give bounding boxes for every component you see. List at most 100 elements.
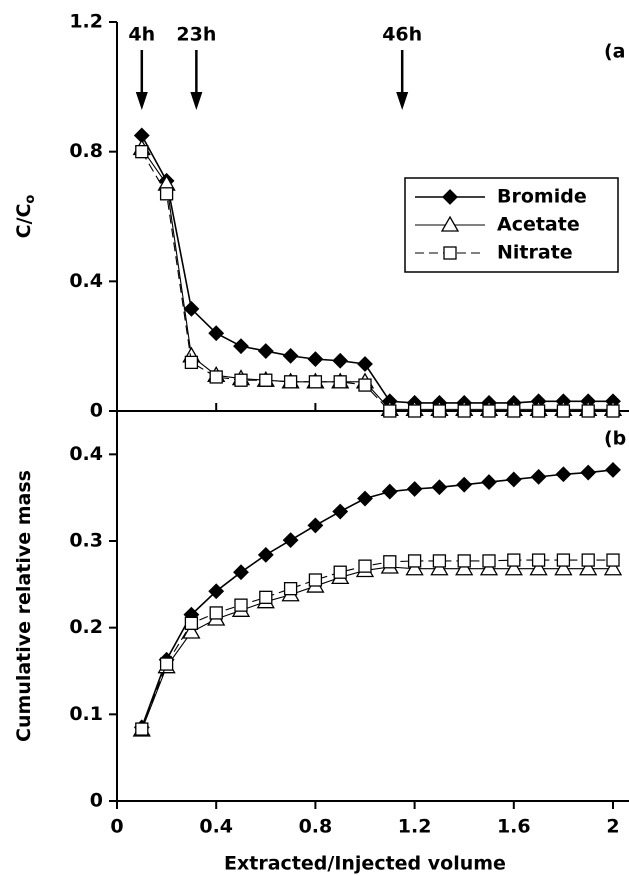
- marker: [605, 462, 621, 478]
- marker: [482, 554, 496, 568]
- marker: [184, 616, 199, 630]
- marker: [135, 145, 149, 159]
- legend-label: Acetate: [497, 214, 580, 236]
- marker: [283, 582, 298, 596]
- marker: [507, 404, 521, 418]
- marker: [209, 370, 223, 384]
- marker: [457, 404, 471, 418]
- legend-marker: [440, 215, 460, 232]
- marker: [556, 404, 571, 418]
- marker: [159, 187, 174, 201]
- marker: [184, 355, 199, 370]
- annotation-label: 4h: [128, 24, 155, 46]
- marker: [431, 479, 448, 496]
- marker: [234, 373, 248, 387]
- marker: [257, 546, 274, 563]
- x-tick-label: 0.8: [299, 816, 333, 838]
- marker: [333, 375, 347, 389]
- marker: [358, 378, 372, 392]
- y-axis-label-text: Cumulative relative mass: [13, 470, 35, 742]
- marker: [208, 583, 225, 600]
- marker: [234, 598, 248, 612]
- marker: [504, 559, 523, 576]
- marker: [183, 300, 200, 317]
- y-tick-label: 0.2: [69, 616, 103, 638]
- marker: [135, 722, 149, 736]
- y-tick-label: 1.2: [69, 11, 103, 33]
- legend-label: Bromide: [497, 186, 587, 208]
- marker: [405, 559, 424, 576]
- marker: [283, 375, 298, 389]
- marker: [383, 555, 397, 569]
- marker: [282, 532, 299, 549]
- marker: [357, 356, 373, 372]
- x-tick-label: 2: [606, 816, 619, 838]
- marker: [357, 490, 373, 507]
- marker: [407, 404, 422, 418]
- y-tick-label: 0: [90, 400, 103, 422]
- y-axis-label-text: C/C: [13, 204, 35, 239]
- y-axis-label-sub: o: [23, 195, 38, 204]
- marker: [406, 481, 423, 497]
- marker: [430, 559, 449, 576]
- marker: [432, 404, 447, 418]
- marker: [282, 347, 299, 364]
- marker: [259, 373, 273, 387]
- marker: [332, 503, 349, 520]
- marker: [455, 559, 474, 576]
- y-tick-label: 0.3: [69, 530, 103, 552]
- marker: [457, 554, 471, 568]
- series-line: [141, 469, 614, 728]
- marker: [307, 517, 324, 534]
- annotation-arrowhead: [135, 92, 148, 110]
- marker: [257, 343, 274, 359]
- marker: [333, 565, 347, 579]
- marker: [579, 559, 598, 576]
- y-tick-label: 0: [90, 790, 103, 812]
- marker: [307, 351, 324, 368]
- marker: [259, 590, 273, 604]
- marker: [556, 553, 571, 567]
- x-tick-label: 0.4: [199, 816, 233, 838]
- y-tick-label: 0.4: [69, 443, 103, 465]
- marker: [580, 464, 597, 481]
- x-tick-label: 0: [110, 816, 123, 838]
- marker: [603, 559, 623, 576]
- marker: [606, 404, 620, 418]
- marker: [554, 559, 573, 576]
- marker: [182, 622, 201, 639]
- annotation-arrowhead: [190, 92, 203, 110]
- marker: [209, 606, 223, 620]
- marker: [233, 338, 249, 355]
- marker: [456, 476, 473, 493]
- x-axis-label: Extracted/Injected volume: [224, 853, 506, 875]
- y-tick-label: 0.1: [69, 703, 103, 725]
- marker: [482, 404, 496, 418]
- panel-label: (a: [604, 41, 626, 63]
- marker: [479, 559, 499, 576]
- marker: [308, 573, 323, 587]
- marker: [581, 553, 595, 567]
- y-tick-label: 0.8: [69, 140, 103, 162]
- x-tick-label: 1.2: [398, 816, 432, 838]
- annotation-label: 46h: [382, 24, 422, 46]
- marker: [507, 553, 521, 567]
- legend-marker: [442, 189, 458, 205]
- y-axis-label: C/Co: [13, 195, 38, 239]
- marker: [581, 404, 595, 418]
- marker: [381, 483, 398, 500]
- marker: [208, 325, 225, 342]
- legend-marker: [443, 246, 457, 260]
- marker: [308, 375, 323, 389]
- marker: [159, 657, 174, 671]
- marker: [531, 553, 546, 567]
- x-tick-label: 1.6: [497, 816, 531, 838]
- annotation-arrowhead: [396, 92, 409, 110]
- marker: [407, 554, 422, 568]
- annotation-label: 23h: [176, 24, 216, 46]
- marker: [606, 553, 620, 567]
- marker: [529, 559, 548, 576]
- panel-label: (b: [604, 428, 626, 450]
- marker: [383, 404, 397, 418]
- y-axis-label: Cumulative relative mass: [13, 470, 35, 742]
